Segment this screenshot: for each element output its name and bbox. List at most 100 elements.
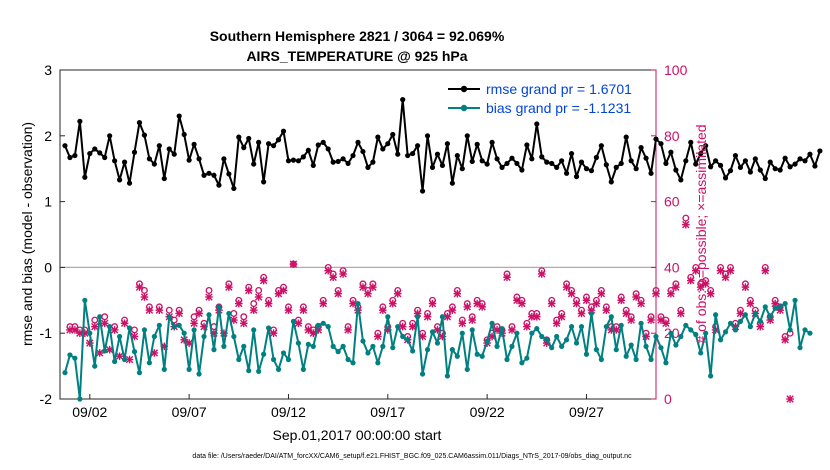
y-tick-label-left: 2 [44, 128, 52, 144]
series-rmse-point [434, 151, 441, 157]
series-rmse-point [191, 141, 197, 147]
series-rmse-point [658, 141, 664, 147]
series-bias-point [663, 360, 669, 366]
series-rmse-point [618, 160, 624, 167]
series-rmse-point [792, 161, 798, 167]
series-rmse-point [320, 139, 326, 145]
series-rmse-point [479, 158, 485, 164]
obs-assimilated-marker [617, 296, 626, 305]
y-tick-label-left: -2 [40, 391, 53, 407]
series-bias-point [102, 348, 108, 354]
series-rmse-point [241, 145, 247, 151]
obs-assimilated-marker [503, 273, 511, 282]
series-bias-point [345, 356, 351, 363]
series-bias-point [340, 343, 346, 349]
series-rmse-point [82, 174, 88, 180]
obs-assimilated-marker [647, 316, 655, 324]
obs-assimilated-marker [662, 319, 670, 328]
plot-frame [59, 69, 657, 400]
obs-assimilated-marker [622, 309, 630, 318]
series-bias-point [454, 353, 460, 359]
series-rmse-point [365, 164, 371, 170]
series-rmse-point [628, 158, 634, 164]
series-bias-point [459, 330, 465, 336]
series-bias-point [534, 325, 540, 332]
series-bias-point [285, 356, 292, 363]
series-rmse-point [449, 180, 455, 186]
series-rmse-point [171, 151, 177, 157]
series-rmse-point [290, 157, 297, 163]
series-rmse-point [400, 97, 406, 103]
y-tick-label-right: 80 [664, 128, 680, 144]
series-bias-point [419, 371, 426, 377]
series-rmse-point [583, 166, 590, 172]
series-bias-point [410, 348, 416, 354]
series-rmse-point [693, 161, 699, 167]
obs-assimilated-marker [533, 312, 541, 321]
series-rmse-point [102, 154, 108, 161]
obs-assimilated-marker [359, 283, 367, 291]
series-bias-point [578, 324, 585, 330]
series-bias-point [747, 324, 753, 330]
series-bias-point [722, 329, 729, 335]
series-rmse-point [87, 150, 93, 157]
series-rmse-point [375, 134, 381, 140]
series-bias-point [752, 310, 758, 317]
series-bias-point [424, 347, 431, 353]
series-rmse-point [504, 160, 510, 167]
obs-assimilated-marker [741, 283, 750, 291]
series-rmse-point [270, 143, 277, 149]
series-bias-point [568, 324, 575, 330]
series-rmse-point [97, 150, 103, 156]
series-bias-point [221, 343, 227, 349]
series-bias-point [772, 305, 778, 311]
obs-assimilated-marker [736, 309, 745, 318]
series-rmse-point [424, 133, 431, 139]
series-rmse-point [817, 148, 823, 154]
series-rmse-point [732, 152, 739, 159]
series-rmse-point [355, 139, 361, 145]
series-bias-point [444, 373, 450, 379]
series-rmse-point [772, 166, 778, 172]
series-bias-point [136, 370, 143, 376]
series-rmse-point [648, 170, 654, 176]
series-bias-point [762, 304, 768, 310]
y-tick-label-left: 0 [44, 259, 52, 275]
obs-assimilated-marker [448, 306, 457, 314]
series-bias-point [509, 343, 515, 349]
series-bias-point [549, 345, 555, 351]
series-rmse-point [146, 156, 152, 162]
obs-assimilated-marker [756, 322, 765, 331]
obs-assimilated-marker [667, 289, 675, 298]
series-bias-point [355, 300, 361, 307]
series-bias-point [390, 345, 396, 351]
obs-assimilated-marker [657, 316, 665, 324]
series-bias-point [261, 351, 267, 357]
series-rmse-point [131, 149, 138, 155]
series-rmse-point [573, 173, 580, 180]
series-rmse-point [380, 146, 386, 152]
series-rmse-point [668, 149, 674, 155]
series-rmse-point [534, 121, 540, 127]
series-bias-point [216, 304, 222, 310]
obs-assimilated-marker [518, 299, 526, 308]
series-bias-point [782, 300, 788, 307]
series-rmse-point [539, 154, 545, 160]
series-rmse-point [499, 164, 505, 170]
series-bias-point [400, 333, 406, 340]
series-rmse-point [395, 151, 401, 157]
series-rmse-point [713, 158, 719, 164]
obs-assimilated-marker [289, 260, 298, 268]
series-bias-point [325, 324, 331, 330]
obs-assimilated-marker [190, 319, 198, 328]
series-rmse-point [181, 131, 187, 138]
obs-assimilated-marker [334, 289, 342, 298]
series-bias-point [469, 327, 475, 333]
series-rmse-point [201, 172, 207, 178]
series-rmse-point [360, 148, 366, 155]
series-rmse-point [742, 158, 749, 164]
chart-subtitle: AIRS_TEMPERATURE @ 925 hPa [246, 48, 467, 64]
series-rmse-point [295, 158, 301, 164]
series-rmse-point [385, 141, 391, 147]
